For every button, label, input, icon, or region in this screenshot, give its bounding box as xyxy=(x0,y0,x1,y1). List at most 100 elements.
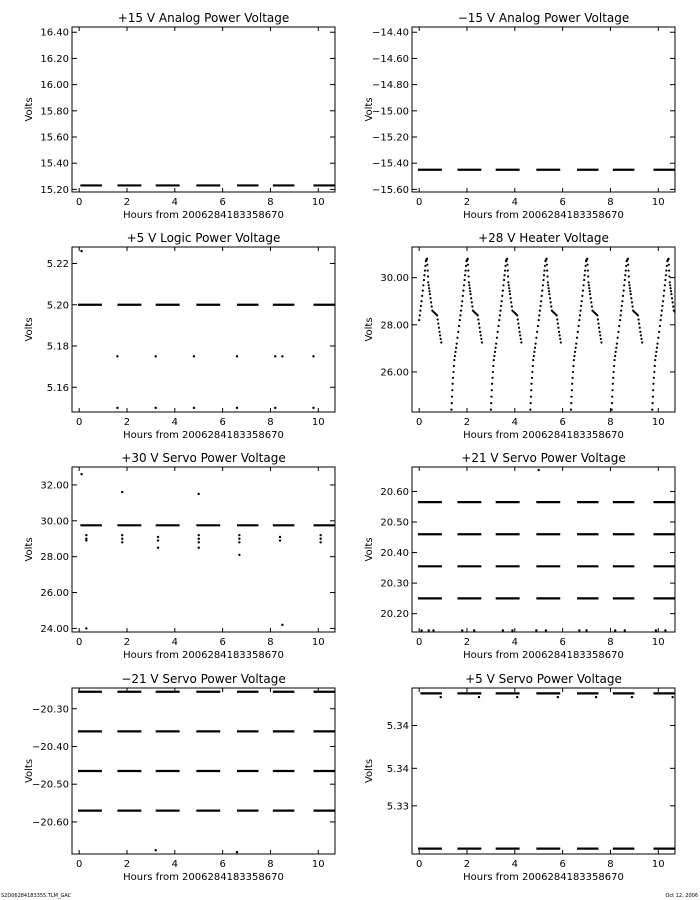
data-point xyxy=(659,318,662,322)
data-point xyxy=(495,342,498,345)
chart-panel-4: +28 V Heater Voltage 0 2 4 6 8 10 26.00 28.00 30.… xyxy=(364,231,681,441)
data-point xyxy=(547,290,551,293)
chart-title: +5 V Servo Power Voltage xyxy=(465,672,622,686)
data-point xyxy=(459,314,462,317)
y-tick-label: 32.00 xyxy=(40,480,69,491)
data-point xyxy=(653,364,656,368)
data-point xyxy=(463,278,466,282)
data-point xyxy=(531,364,534,368)
x-tick-label: 6 xyxy=(559,637,565,648)
y-axis-label: Volts xyxy=(364,317,375,341)
x-tick-label: 10 xyxy=(312,417,325,428)
data-point xyxy=(238,533,241,537)
data-point xyxy=(491,376,494,379)
data-point xyxy=(499,304,503,308)
x-tick-label: 4 xyxy=(512,197,518,208)
data-point xyxy=(238,553,241,557)
x-tick-label: 4 xyxy=(512,859,518,870)
data-point xyxy=(508,290,511,293)
data-point xyxy=(590,301,593,304)
data-point xyxy=(660,314,663,317)
data-point xyxy=(545,263,549,266)
data-point xyxy=(432,629,435,632)
data-point xyxy=(623,278,626,282)
data-point xyxy=(503,274,506,277)
y-tick-label: 20.50 xyxy=(380,518,409,529)
y-axis-label: Volts xyxy=(24,759,35,783)
data-point xyxy=(610,408,613,411)
y-tick-label: 5.33 xyxy=(387,801,409,812)
data-point xyxy=(630,695,634,699)
plot-frame xyxy=(411,687,676,855)
data-point xyxy=(656,342,659,345)
data-point xyxy=(278,539,282,542)
data-point xyxy=(419,309,422,312)
data-point xyxy=(626,257,629,260)
data-point xyxy=(587,284,590,287)
data-point xyxy=(457,324,461,328)
data-point xyxy=(582,284,585,287)
chart-panel-6: +21 V Servo Power Voltage 0 2 4 6 8 10 20.20 20.… xyxy=(364,451,676,661)
data-point xyxy=(426,269,429,272)
data-point xyxy=(621,300,624,303)
data-point xyxy=(428,293,432,296)
data-point xyxy=(85,539,88,542)
data-point xyxy=(570,395,573,398)
data-point xyxy=(623,284,626,287)
data-point xyxy=(428,290,431,293)
data-point xyxy=(454,350,457,353)
data-point xyxy=(574,346,577,349)
data-point xyxy=(679,323,681,325)
data-point xyxy=(469,290,472,293)
data-point xyxy=(192,406,196,410)
data-point xyxy=(550,305,553,308)
data-point xyxy=(452,364,456,368)
x-tick-label: 2 xyxy=(124,417,130,428)
data-point xyxy=(542,278,545,282)
data-point xyxy=(468,284,471,287)
data-point xyxy=(531,370,534,374)
plot-frame xyxy=(411,466,676,633)
data-point xyxy=(572,364,575,368)
data-point xyxy=(558,334,561,337)
footer-date: Oct 12, 2006 xyxy=(665,893,699,899)
data-point xyxy=(439,695,442,699)
data-point xyxy=(154,849,157,852)
data-point xyxy=(238,537,241,540)
data-point xyxy=(479,330,482,333)
data-layer xyxy=(77,690,335,854)
data-point xyxy=(455,346,458,349)
data-point xyxy=(451,382,454,385)
x-tick-label: 2 xyxy=(464,637,470,648)
data-point xyxy=(569,408,573,411)
data-point xyxy=(651,408,654,411)
x-tick-label: 4 xyxy=(512,637,518,648)
chart-panel-3: +5 V Logic Power Voltage 0 2 4 6 8 10 5.16 5.18 5… xyxy=(24,231,336,441)
data-point xyxy=(480,341,484,344)
x-tick-label: 4 xyxy=(172,637,178,648)
data-point xyxy=(516,314,519,317)
data-point xyxy=(504,264,507,267)
data-point xyxy=(516,695,519,699)
data-point xyxy=(546,275,549,278)
data-point xyxy=(506,275,510,278)
x-tick-label: 2 xyxy=(464,859,470,870)
data-point xyxy=(438,330,441,333)
data-point xyxy=(480,337,483,341)
data-point xyxy=(575,342,578,345)
data-point xyxy=(467,275,470,278)
data-point xyxy=(541,289,544,292)
data-point xyxy=(572,359,575,362)
data-point xyxy=(571,376,574,379)
y-tick-label: 24.00 xyxy=(40,624,69,635)
data-point xyxy=(586,263,589,266)
chart-title: +21 V Servo Power Voltage xyxy=(461,451,625,465)
y-tick-label: 16.40 xyxy=(40,28,69,39)
data-point xyxy=(498,314,501,317)
data-point xyxy=(599,334,602,337)
data-point xyxy=(508,293,512,296)
y-axis-label: Volts xyxy=(24,97,35,121)
data-point xyxy=(471,305,474,308)
data-point xyxy=(490,395,493,398)
y-tick-label: 5.34 xyxy=(387,764,409,775)
